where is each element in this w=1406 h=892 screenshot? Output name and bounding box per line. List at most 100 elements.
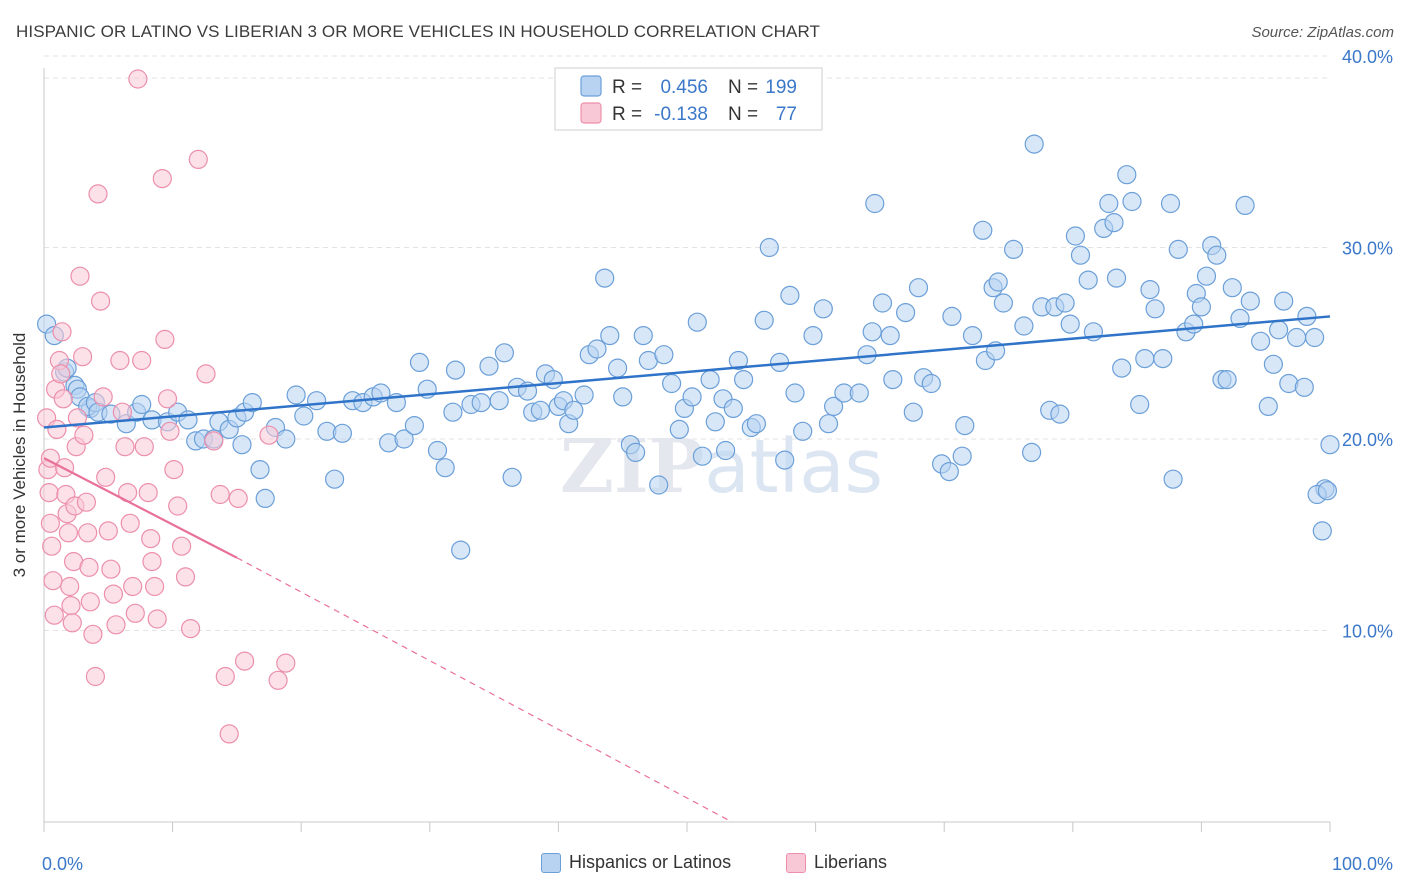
liberians-point — [181, 618, 201, 639]
hispanics-point — [880, 326, 900, 346]
hispanics-point — [443, 402, 463, 422]
liberians-point — [74, 425, 94, 445]
legend-item-hispanics[interactable]: Hispanics or Latinos — [541, 852, 731, 873]
hispanics-point — [613, 387, 633, 407]
liberians-point — [147, 609, 167, 629]
hispanics-point — [988, 272, 1008, 292]
liberians-point — [72, 347, 93, 367]
hispanics-point — [1304, 327, 1325, 348]
hispanics-point — [294, 406, 314, 426]
liberians-point — [79, 557, 99, 577]
hispanics-point — [1250, 331, 1271, 351]
hispanics-point — [332, 423, 352, 443]
hispanics-point — [435, 458, 455, 478]
hispanics-point — [865, 193, 885, 214]
bottom-legend: Hispanics or Latinos Liberians — [0, 852, 1406, 876]
hispanics-point — [862, 322, 882, 342]
hispanics-point — [404, 416, 424, 436]
liberians-point — [210, 484, 230, 505]
hispanics-point — [502, 467, 522, 487]
hispanics-point — [1286, 327, 1307, 348]
liberians-point — [235, 651, 255, 671]
hispanics-trend-line — [43, 315, 1331, 429]
hispanics-point — [633, 326, 653, 346]
hispanics-point — [255, 488, 275, 508]
liberians-point — [98, 521, 118, 541]
hispanics-point — [955, 416, 975, 436]
hispanics-point — [1104, 213, 1124, 233]
watermark: ZIPatlas — [560, 424, 883, 510]
hispanics-point — [1312, 521, 1332, 541]
hispanics-point — [1217, 370, 1237, 390]
hispanics-point — [1130, 394, 1150, 415]
liberians-point — [103, 584, 124, 604]
hispanics-point — [993, 293, 1014, 313]
hispanics-point — [1070, 245, 1091, 265]
liberians-point — [47, 419, 67, 439]
hispanics-point — [625, 442, 646, 462]
hispanics-point — [1078, 270, 1098, 290]
hispanics-point — [754, 310, 774, 330]
hispanics-point — [564, 400, 584, 420]
hispanics-point — [1317, 481, 1338, 501]
hispanics-point — [939, 462, 959, 482]
liberians-point — [110, 350, 130, 371]
hispanics-point — [715, 440, 736, 461]
liberians-point — [80, 592, 100, 612]
hispanics-point — [775, 450, 795, 470]
hispanics-point — [250, 460, 270, 480]
hispanics-point — [286, 385, 306, 405]
hispanics-point — [1163, 469, 1183, 489]
x-tick-label-max: 100.0% — [1332, 854, 1393, 874]
liberians-point — [128, 69, 148, 89]
legend-item-liberians[interactable]: Liberians — [786, 852, 887, 873]
liberians-point — [67, 408, 88, 428]
hispanics-point — [1196, 266, 1217, 286]
hispanics-point — [1153, 349, 1173, 369]
hispanics-point — [471, 393, 491, 413]
liberians-trend-line — [43, 457, 238, 559]
liberians-point — [42, 536, 62, 556]
liberians-point — [40, 513, 61, 533]
hispanics-point — [1135, 349, 1155, 369]
hispanics-point — [132, 394, 152, 415]
hispanics-point — [1122, 191, 1142, 212]
hispanics-point — [942, 306, 962, 326]
liberians-point — [155, 329, 175, 349]
hispanics-point — [883, 370, 903, 390]
trend-lines — [43, 315, 1331, 823]
hispanics-point — [394, 429, 414, 449]
y-tick-label: 40.0% — [1342, 47, 1393, 67]
liberians-point — [115, 437, 135, 457]
liberians-point — [52, 322, 72, 342]
chart-title: HISPANIC OR LATINO VS LIBERIAN 3 OR MORE… — [16, 22, 821, 41]
hispanics-point — [903, 402, 923, 422]
hispanics-point — [780, 285, 800, 305]
liberians-point — [134, 437, 154, 457]
hispanics-point — [489, 391, 509, 411]
legend-n-value: 199 — [765, 77, 797, 98]
legend-swatch — [580, 102, 602, 124]
hispanics-point — [692, 446, 713, 466]
hispanics-point — [1021, 442, 1042, 462]
legend-swatch-blue — [541, 852, 561, 873]
series-liberians-points — [36, 69, 296, 744]
hispanics-point — [952, 446, 972, 466]
axes — [43, 68, 1331, 832]
liberians-point — [175, 567, 196, 587]
hispanics-point — [1168, 239, 1188, 259]
legend-swatch — [580, 75, 602, 97]
liberians-point — [132, 350, 152, 371]
liberians-point — [168, 496, 188, 516]
liberians-point — [62, 613, 82, 633]
liberians-point — [123, 576, 143, 597]
liberians-point — [125, 603, 145, 623]
liberians-point — [259, 425, 279, 445]
hispanics-point — [908, 278, 929, 298]
watermark-text: ZIPatlas — [560, 424, 883, 510]
hispanics-point — [1014, 316, 1034, 336]
legend-r-value: -0.138 — [654, 104, 708, 125]
source-label: Source: ZipAtlas.com — [1251, 24, 1394, 41]
hispanics-point — [746, 414, 767, 434]
